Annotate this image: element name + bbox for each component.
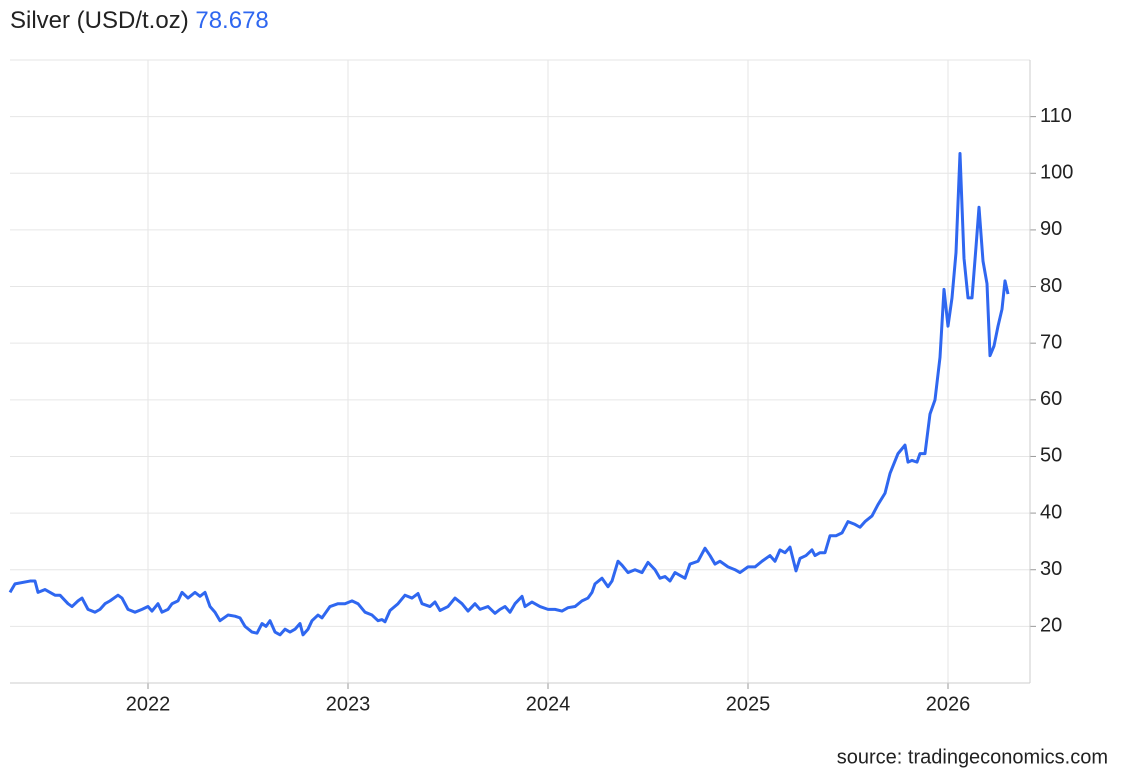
y-tick-label: 20 [1040,615,1062,637]
price-line [8,151,1010,637]
current-value: 78.678 [195,7,268,34]
y-tick-label: 110 [1040,105,1072,127]
x-tick-label: 2026 [926,693,971,715]
y-tick-label: 30 [1040,558,1062,580]
y-tick-label: 50 [1040,445,1062,467]
x-tick-label: 2023 [326,693,371,715]
y-tick-label: 70 [1040,331,1062,353]
chart-title: Silver (USD/t.oz) 78.678 [10,7,269,34]
y-tick-label: 100 [1040,162,1073,184]
x-tick-label: 2024 [526,693,571,715]
y-tick-label: 60 [1040,388,1062,410]
y-tick-label: 40 [1040,501,1062,523]
y-tick-label: 90 [1040,218,1062,240]
x-tick-label: 2025 [726,693,771,715]
title-text: Silver (USD/t.oz) [10,7,189,34]
source: source: tradingeconomics.com [837,746,1108,768]
y-tick-label: 80 [1040,275,1062,297]
x-tick-label: 2022 [126,693,171,715]
